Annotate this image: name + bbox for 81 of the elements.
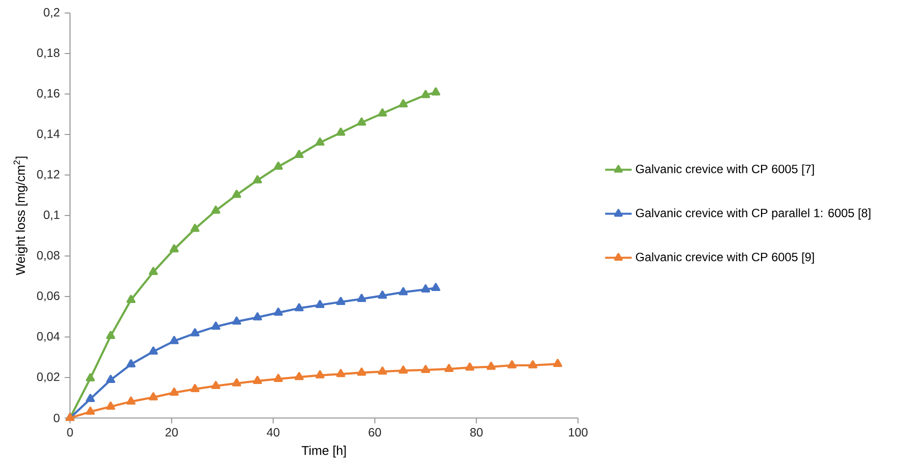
point [232,190,242,198]
point [421,90,430,98]
x-tick-label: 20 [166,428,178,437]
point [431,282,440,292]
x-tick-label: 40 [266,428,280,437]
point [274,374,283,382]
y-tick-label: 0,14 [37,130,60,140]
point [378,290,387,299]
x-tick-label: 100 [568,428,588,437]
point [148,266,158,276]
y-tick-label: 0,12 [37,170,60,180]
point [421,364,430,374]
point [378,366,387,375]
y-axis-title: Weight loss [mg/cm$^{2}$] [14,156,28,276]
point [336,296,346,306]
point [232,316,242,325]
point [190,328,200,336]
point [336,128,346,136]
y-tick-label: 0,16 [37,89,60,99]
point [378,108,387,117]
point [421,284,430,292]
x-tick-label: 0 [67,428,73,437]
point [357,117,366,126]
x-axis-title: Time [h] [302,446,346,458]
point [528,360,538,368]
point [465,362,474,371]
point [336,368,346,378]
point [315,138,324,146]
point [507,360,516,368]
point [315,370,324,378]
point [170,244,179,252]
point [106,330,116,340]
point [211,380,220,390]
y-tick-label: 0,04 [37,332,60,342]
point [398,287,408,296]
point [126,396,136,405]
legend-label: Galvanic crevice with CP 6005 [9] [636,252,814,264]
point [315,300,324,308]
point [252,376,262,384]
point [357,294,366,302]
point [170,388,179,396]
point [190,224,200,232]
x-tick-label: 80 [470,428,483,437]
y-tick-label: 0,08 [37,251,60,261]
point [553,358,562,367]
point [398,99,408,108]
point [86,394,95,402]
legend-label: Galvanic crevice with CP parallel 1: 6005 [8] [636,208,870,220]
point [252,175,262,184]
y-tick-label: 0,1 [44,210,60,220]
point [106,374,116,383]
point [211,322,220,330]
point [274,162,283,170]
point [294,303,304,312]
point [274,308,283,316]
point [170,336,179,344]
point [86,406,95,415]
point [126,359,136,368]
point [252,312,262,320]
point [398,366,408,374]
point [86,373,95,382]
point [444,364,454,372]
point [148,392,158,400]
point [294,150,304,158]
point [486,362,496,370]
y-tick-label: 0,02 [37,372,60,382]
point [357,368,366,376]
point [148,346,158,355]
point [126,294,136,303]
y-tick-label: 0,2 [44,8,60,18]
point [106,402,116,410]
point [211,206,220,214]
y-tick-label: 0 [54,414,60,422]
x-tick-label: 60 [368,428,382,437]
y-tick-label: 0,18 [37,48,60,58]
point [431,87,440,96]
point [190,384,200,392]
point [294,372,304,380]
y-tick-label: 0,06 [37,292,60,302]
point [232,378,242,386]
legend-label: Galvanic crevice with CP 6005 [7] [636,164,814,176]
